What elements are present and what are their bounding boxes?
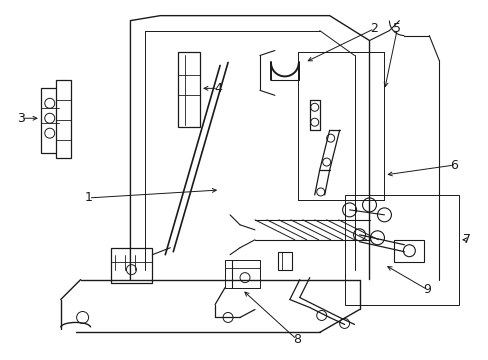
Text: 7: 7 bbox=[462, 233, 470, 246]
Text: 3: 3 bbox=[17, 112, 25, 125]
Bar bbox=[110, 248, 152, 283]
Text: 4: 4 bbox=[214, 82, 222, 95]
Bar bbox=[344, 195, 458, 305]
Text: 6: 6 bbox=[449, 158, 457, 172]
Text: 1: 1 bbox=[84, 192, 92, 204]
Text: 8: 8 bbox=[292, 333, 300, 346]
Text: 5: 5 bbox=[393, 22, 401, 35]
Bar bbox=[178, 53, 200, 127]
Bar bbox=[394, 240, 424, 262]
Text: 9: 9 bbox=[423, 283, 430, 296]
Bar bbox=[56, 80, 71, 158]
Bar bbox=[277, 252, 291, 270]
Bar bbox=[41, 88, 59, 153]
Text: 2: 2 bbox=[370, 22, 378, 35]
Bar bbox=[224, 260, 260, 288]
